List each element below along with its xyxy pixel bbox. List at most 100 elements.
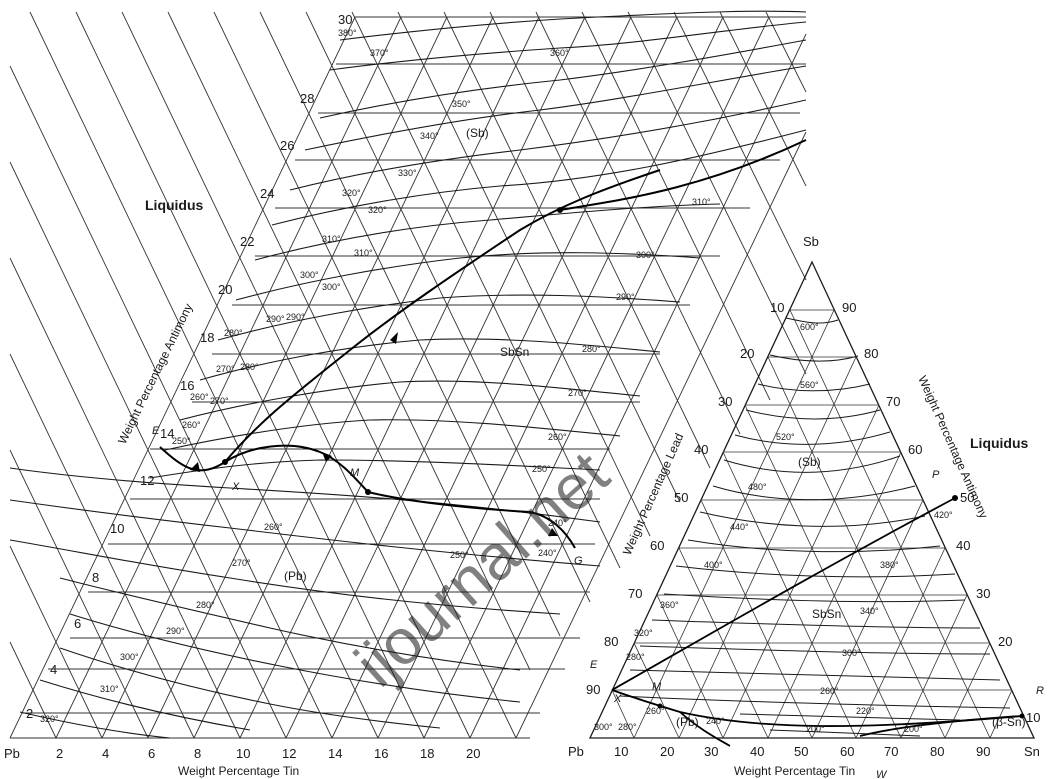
antimony-tick: 50	[960, 490, 974, 505]
left-univariant-lines	[159, 139, 807, 549]
isotherm-label: 290°	[266, 314, 285, 324]
isotherm-label: 600°	[800, 322, 819, 332]
left-x-tick: 2	[56, 746, 63, 761]
isotherm-label: 310°	[100, 684, 119, 694]
left-y-tick: 8	[92, 570, 99, 585]
isotherm-label: 270°	[232, 558, 251, 568]
lead-tick: 70	[628, 586, 642, 601]
isotherm-label: 240°	[538, 548, 557, 558]
isotherm-label: 360°	[550, 48, 569, 58]
isotherm-label: 310°	[322, 234, 341, 244]
antimony-tick: 80	[864, 346, 878, 361]
watermark: ijournal.net	[341, 437, 622, 700]
left-y-tick: 26	[280, 138, 294, 153]
isotherm-label: 520°	[776, 432, 795, 442]
isotherm-label: 250°	[532, 464, 551, 474]
antimony-tick: 10	[1026, 710, 1040, 725]
left-x-tick: 14	[328, 746, 342, 761]
right-top-vertex-label: Sb	[803, 234, 819, 249]
isotherm-label: 250°	[450, 550, 469, 560]
antimony-tick: 30	[976, 586, 990, 601]
isotherm-label: 270°	[210, 396, 229, 406]
isotherm-label: 380°	[880, 560, 899, 570]
phase-label: SbSn	[500, 345, 529, 359]
left-x-tick: 10	[236, 746, 250, 761]
isotherm-label: 290°	[616, 292, 635, 302]
isotherm-label: 260°	[182, 420, 201, 430]
left-y-tick: 2	[26, 706, 33, 721]
left-x-axis-label: Weight Percentage Tin	[178, 764, 299, 778]
right-isotherm-labels: 600° 560° 520° 480° 440° 420° 400° 380° …	[594, 322, 953, 734]
isotherm-label: 260°	[264, 522, 283, 532]
left-x-tick: 8	[194, 746, 201, 761]
right-bottom-label: Weight Percentage Tin	[734, 764, 855, 778]
phase-label: (Pb)	[284, 569, 307, 583]
antimony-tick: 20	[998, 634, 1012, 649]
isotherm-label: 480°	[748, 482, 767, 492]
left-y-tick: 6	[74, 616, 81, 631]
phase-label: (Sb)	[466, 126, 489, 140]
lead-tick: 50	[674, 490, 688, 505]
antimony-tick: 40	[956, 538, 970, 553]
left-corner-label: Pb	[4, 746, 20, 761]
isotherm-label: 280°	[582, 344, 601, 354]
isotherm-label: 280°	[240, 362, 259, 372]
phase-label: (Pb)	[676, 715, 699, 729]
right-title: Liquidus	[970, 435, 1029, 451]
right-diagram: Liquidus Sb Pb Sn Weight Percentage Lead…	[568, 234, 1044, 779]
isotherm-label: 300°	[322, 282, 341, 292]
left-y-tick: 10	[110, 521, 124, 536]
right-phase-labels: (Sb) SbSn (Pb) (β-Sn)	[676, 455, 1026, 729]
left-x-tick: 20	[466, 746, 480, 761]
isotherm-label: 260°	[820, 686, 839, 696]
isotherm-label: 310°	[692, 197, 711, 207]
tin-tick: 20	[660, 744, 674, 759]
left-diagram: Liquidus Weight Percentage Antimony Weig…	[4, 10, 807, 778]
point-label: G	[574, 555, 583, 567]
left-x-tick: 16	[374, 746, 388, 761]
tin-tick: 70	[884, 744, 898, 759]
isotherm-label: 440°	[730, 522, 749, 532]
left-y-tick: 22	[240, 234, 254, 249]
left-y-ticks: 2 4 6 8 10 12 14 16 18 20 22 24 26 28 30	[26, 12, 352, 721]
isotherm-label: 340°	[860, 606, 879, 616]
left-title: Liquidus	[145, 197, 204, 213]
isotherm-label: 300°	[636, 250, 655, 260]
lead-tick: 30	[718, 394, 732, 409]
left-point-labels: E X M G	[152, 425, 583, 567]
right-univariant-lines	[611, 497, 1023, 747]
isotherm-label: 350°	[452, 99, 471, 109]
right-grid	[611, 309, 1013, 739]
antimony-tick: 90	[842, 300, 856, 315]
antimony-tick: 70	[886, 394, 900, 409]
isotherm-label: 280°	[224, 328, 243, 338]
isotherm-label: 250°	[172, 436, 191, 446]
left-y-tick: 4	[50, 662, 57, 677]
tin-tick: 40	[750, 744, 764, 759]
isotherm-label: 340°	[420, 131, 439, 141]
lead-tick: 60	[650, 538, 664, 553]
isotherm-label: 270°	[568, 388, 587, 398]
left-x-tick: 12	[282, 746, 296, 761]
point-label: P	[932, 469, 940, 481]
tin-tick: 60	[840, 744, 854, 759]
lead-tick: 20	[740, 346, 754, 361]
right-points	[657, 495, 1025, 719]
isotherm-label: 420°	[934, 510, 953, 520]
point-label: E	[152, 425, 160, 437]
isotherm-label: 290°	[166, 626, 185, 636]
point-label: M	[652, 681, 662, 693]
isotherm-label: 280°	[196, 600, 215, 610]
antimony-tick: 60	[908, 442, 922, 457]
phase-label: SbSn	[812, 607, 841, 621]
tin-tick: 30	[704, 744, 718, 759]
isotherm-label: 220°	[856, 706, 875, 716]
isotherm-label: 200°	[904, 724, 923, 734]
left-y-tick: 20	[218, 282, 232, 297]
isotherm-label: 380°	[338, 28, 357, 38]
isotherm-label: 200°	[806, 724, 825, 734]
lead-tick: 90	[586, 682, 600, 697]
left-y-tick: 18	[200, 330, 214, 345]
left-isotherms	[9, 10, 807, 739]
lead-tick: 80	[604, 634, 618, 649]
